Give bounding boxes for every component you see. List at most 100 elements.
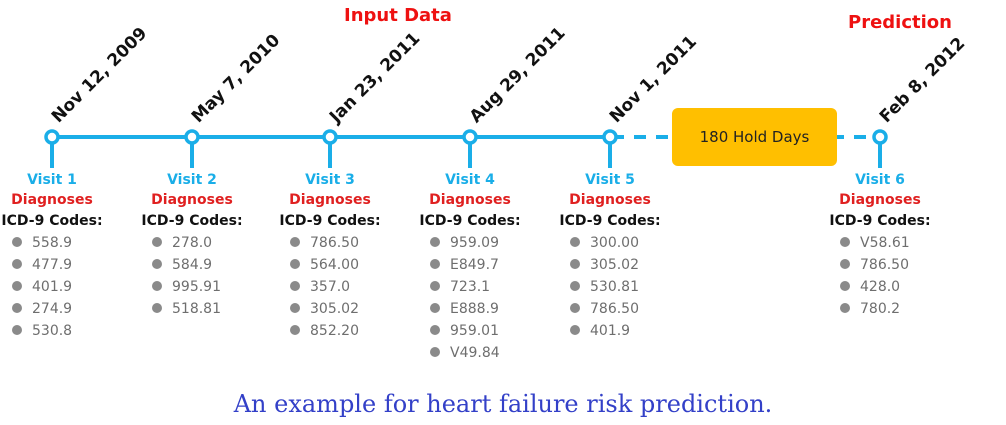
icd9-code-item: 852.20: [290, 320, 400, 342]
prediction-heading: Prediction: [848, 12, 952, 33]
bullet-icon: [12, 259, 22, 269]
visit-label: Visit 6: [855, 172, 905, 188]
visit-label: Visit 3: [305, 172, 355, 188]
diagnoses-label: Diagnoses: [289, 192, 371, 208]
icd9-code-item: 305.02: [570, 254, 680, 276]
visit-column: Visit 4 Diagnoses ICD-9 Codes: 959.09 E849.7…: [400, 170, 540, 364]
bullet-icon: [840, 303, 850, 313]
bullet-icon: [152, 259, 162, 269]
icd9-code: 305.02: [310, 301, 359, 317]
icd9-code: 530.81: [590, 279, 639, 295]
icd9-code-item: 530.81: [570, 276, 680, 298]
bullet-icon: [290, 237, 300, 247]
icd9-code-item: 278.0: [152, 232, 262, 254]
visit-label: Visit 1: [27, 172, 77, 188]
icd9-code: 959.01: [450, 323, 499, 339]
visit-column: Visit 1 Diagnoses ICD-9 Codes: 558.9 477.9 40…: [0, 170, 122, 342]
bullet-icon: [290, 259, 300, 269]
visit-label: Visit 4: [445, 172, 495, 188]
icd9-code: 564.00: [310, 257, 359, 273]
icd9-code: 274.9: [32, 301, 73, 317]
icd9-code: E888.9: [450, 301, 499, 317]
icd9-code-item: 477.9: [12, 254, 122, 276]
icd9-code: 786.50: [860, 257, 909, 273]
icd9-code-item: 428.0: [840, 276, 950, 298]
icd9-code-item: 518.81: [152, 298, 262, 320]
icd9-code-list: 786.50 564.00 357.0 305.02 852.20: [260, 232, 400, 342]
bullet-icon: [840, 281, 850, 291]
bullet-icon: [570, 303, 580, 313]
icd9-code-list: 300.00 305.02 530.81 786.50 401.9: [540, 232, 680, 342]
bullet-icon: [152, 281, 162, 291]
diagnoses-label: Diagnoses: [429, 192, 511, 208]
bullet-icon: [430, 259, 440, 269]
figure-caption: An example for heart failure risk predic…: [233, 390, 773, 418]
icd9-code-list: 278.0 584.9 995.91 518.81: [122, 232, 262, 320]
icd9-code-item: 959.09: [430, 232, 540, 254]
icd9-code: 428.0: [860, 279, 901, 295]
bullet-icon: [430, 325, 440, 335]
bullet-icon: [570, 281, 580, 291]
icd9-code: 300.00: [590, 235, 639, 251]
icd9-code: 401.9: [590, 323, 631, 339]
icd9-code-item: 959.01: [430, 320, 540, 342]
icd9-code-item: 780.2: [840, 298, 950, 320]
icd9-code: 558.9: [32, 235, 73, 251]
visit-node: [184, 129, 200, 145]
icd9-code: 518.81: [172, 301, 221, 317]
bullet-icon: [430, 303, 440, 313]
icd9-code: V49.84: [450, 345, 500, 361]
icd9-code-item: V58.61: [840, 232, 950, 254]
visit-label: Visit 5: [585, 172, 635, 188]
bullet-icon: [12, 237, 22, 247]
icd9-code-item: 786.50: [840, 254, 950, 276]
bullet-icon: [12, 303, 22, 313]
hold-days-box: 180 Hold Days: [672, 108, 837, 166]
icd9-code-item: 786.50: [290, 232, 400, 254]
icd9-code-item: 564.00: [290, 254, 400, 276]
visit-node: [322, 129, 338, 145]
icd9-code-item: 357.0: [290, 276, 400, 298]
icd9-codes-label: ICD-9 Codes:: [559, 213, 661, 229]
icd9-code: 357.0: [310, 279, 351, 295]
icd9-code: 584.9: [172, 257, 213, 273]
icd9-code: 401.9: [32, 279, 73, 295]
icd9-code-item: E888.9: [430, 298, 540, 320]
icd9-code-item: E849.7: [430, 254, 540, 276]
icd9-code: 995.91: [172, 279, 221, 295]
bullet-icon: [290, 303, 300, 313]
input-data-heading: Input Data: [344, 5, 452, 26]
icd9-codes-label: ICD-9 Codes:: [419, 213, 521, 229]
visit-node: [872, 129, 888, 145]
bullet-icon: [290, 281, 300, 291]
visit-column: Visit 5 Diagnoses ICD-9 Codes: 300.00 305.02…: [540, 170, 680, 342]
icd9-code: 780.2: [860, 301, 901, 317]
icd9-code-item: 401.9: [12, 276, 122, 298]
icd9-code-item: 300.00: [570, 232, 680, 254]
icd9-code: 530.8: [32, 323, 73, 339]
icd9-code-item: 305.02: [290, 298, 400, 320]
icd9-code: E849.7: [450, 257, 499, 273]
bullet-icon: [430, 237, 440, 247]
icd9-code-item: 401.9: [570, 320, 680, 342]
diagnoses-label: Diagnoses: [11, 192, 93, 208]
icd9-code: 786.50: [310, 235, 359, 251]
visit-node: [44, 129, 60, 145]
icd9-code-list: V58.61 786.50 428.0 780.2: [810, 232, 950, 320]
icd9-code-item: 786.50: [570, 298, 680, 320]
icd9-code-item: 558.9: [12, 232, 122, 254]
bullet-icon: [152, 237, 162, 247]
bullet-icon: [430, 281, 440, 291]
visit-column: Visit 3 Diagnoses ICD-9 Codes: 786.50 564.00…: [260, 170, 400, 342]
visit-column: Visit 2 Diagnoses ICD-9 Codes: 278.0 584.9 99…: [122, 170, 262, 320]
icd9-code: 786.50: [590, 301, 639, 317]
bullet-icon: [152, 303, 162, 313]
bullet-icon: [290, 325, 300, 335]
icd9-code-list: 959.09 E849.7 723.1 E888.9 959.01 V49.84: [400, 232, 540, 364]
bullet-icon: [840, 237, 850, 247]
diagnoses-label: Diagnoses: [151, 192, 233, 208]
bullet-icon: [12, 325, 22, 335]
icd9-code: 852.20: [310, 323, 359, 339]
icd9-code-item: 530.8: [12, 320, 122, 342]
visit-column: Visit 6 Diagnoses ICD-9 Codes: V58.61 786.50…: [810, 170, 950, 320]
